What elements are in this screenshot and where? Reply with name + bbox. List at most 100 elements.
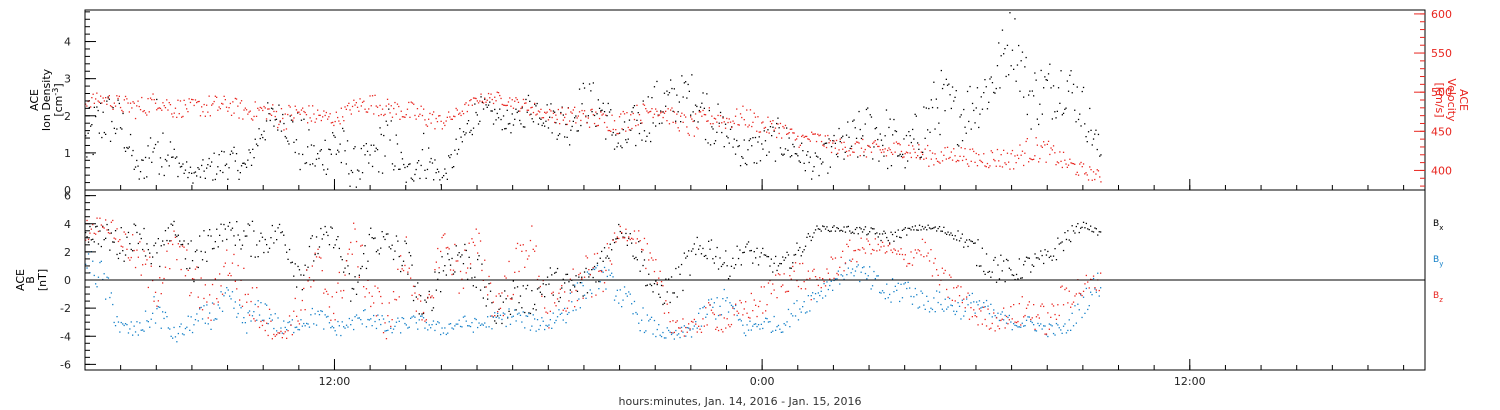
- bz-point: [839, 266, 841, 268]
- bx-point: [574, 286, 576, 288]
- velocity-point: [283, 129, 285, 131]
- ion-density-point: [390, 120, 392, 122]
- velocity-point: [839, 138, 841, 140]
- bx-point: [1004, 281, 1006, 283]
- bz-point: [877, 243, 879, 246]
- ion-density-point: [778, 127, 780, 129]
- bx-point: [266, 244, 268, 246]
- velocity-point: [823, 145, 825, 147]
- ion-density-point: [365, 143, 367, 145]
- bx-point: [210, 235, 212, 237]
- bx-point: [256, 244, 258, 246]
- ion-density-point: [459, 128, 461, 130]
- ion-density-point: [1005, 75, 1007, 78]
- by-point: [574, 284, 576, 286]
- ion-density-point: [374, 150, 376, 152]
- ion-density-point: [274, 119, 276, 121]
- bx-point: [107, 229, 110, 231]
- ion-density-point: [166, 160, 168, 162]
- by-point: [221, 310, 224, 312]
- velocity-point: [297, 111, 299, 113]
- velocity-point: [803, 136, 805, 138]
- bz-point: [904, 254, 906, 256]
- bx-point: [750, 249, 752, 252]
- velocity-point: [623, 113, 626, 115]
- bz-point: [233, 253, 235, 256]
- bz-point: [1064, 288, 1066, 291]
- bx-point: [757, 264, 760, 266]
- velocity-point: [480, 93, 482, 95]
- ion-density-point: [645, 140, 647, 142]
- bz-point: [646, 243, 648, 245]
- velocity-point: [1029, 157, 1031, 160]
- bz-point: [658, 277, 660, 279]
- ion-density-point: [539, 117, 541, 119]
- ion-density-point: [87, 132, 89, 134]
- velocity-point: [751, 125, 753, 128]
- bx-point: [987, 271, 989, 273]
- by-point: [625, 293, 627, 295]
- bz-point: [1004, 327, 1006, 329]
- ion-density-point: [114, 132, 117, 135]
- bz-point: [350, 241, 352, 244]
- bx-point: [792, 262, 794, 264]
- ion-density-point: [1029, 90, 1031, 92]
- by-point: [760, 323, 762, 325]
- ion-density-point: [351, 171, 354, 174]
- by-point: [675, 329, 677, 332]
- ion-density-point: [802, 150, 804, 152]
- bz-point: [873, 249, 875, 251]
- ion-density-point: [429, 161, 431, 163]
- bz-point: [363, 286, 365, 288]
- velocity-point: [300, 109, 303, 111]
- bx-point: [233, 235, 235, 237]
- velocity-point: [93, 102, 95, 104]
- bx-point: [638, 241, 640, 243]
- ion-density-point: [636, 119, 638, 121]
- bx-point: [843, 226, 845, 228]
- by-point: [240, 307, 242, 309]
- bz-point: [812, 270, 814, 272]
- velocity-point: [759, 131, 762, 133]
- velocity-point: [349, 109, 351, 111]
- by-point: [149, 326, 151, 328]
- bz-point: [210, 319, 212, 321]
- bx-point: [315, 236, 318, 238]
- by-point: [247, 312, 249, 314]
- velocity-point: [373, 113, 375, 115]
- velocity-point: [178, 113, 180, 115]
- by-point: [732, 305, 734, 308]
- ion-density-point: [680, 121, 682, 123]
- bx-point: [820, 230, 822, 232]
- by-point: [554, 322, 556, 324]
- by-point: [1067, 329, 1069, 332]
- bz-point: [832, 258, 834, 260]
- velocity-point: [788, 132, 790, 134]
- velocity-point: [582, 113, 584, 115]
- velocity-point: [218, 106, 220, 108]
- bx-point: [143, 227, 145, 230]
- bz-point: [515, 247, 517, 250]
- bz-point: [1067, 302, 1069, 304]
- bz-point: [1021, 296, 1023, 298]
- velocity-point: [852, 151, 854, 153]
- velocity-point: [900, 150, 903, 153]
- ion-density-point: [746, 164, 748, 166]
- bz-point: [1017, 320, 1019, 323]
- velocity-point: [633, 118, 636, 121]
- velocity-point: [124, 95, 127, 98]
- bz-point: [534, 250, 536, 252]
- velocity-point: [327, 118, 329, 120]
- velocity-point: [514, 100, 516, 102]
- by-point: [901, 297, 904, 299]
- ion-density-point: [335, 153, 337, 155]
- velocity-point: [1081, 166, 1083, 168]
- by-point: [565, 322, 567, 324]
- ion-density-point: [936, 107, 939, 109]
- bx-point: [467, 278, 469, 280]
- bx-point: [784, 257, 787, 259]
- by-point: [716, 297, 718, 299]
- ion-density-point: [1024, 66, 1026, 68]
- bx-point: [729, 275, 731, 277]
